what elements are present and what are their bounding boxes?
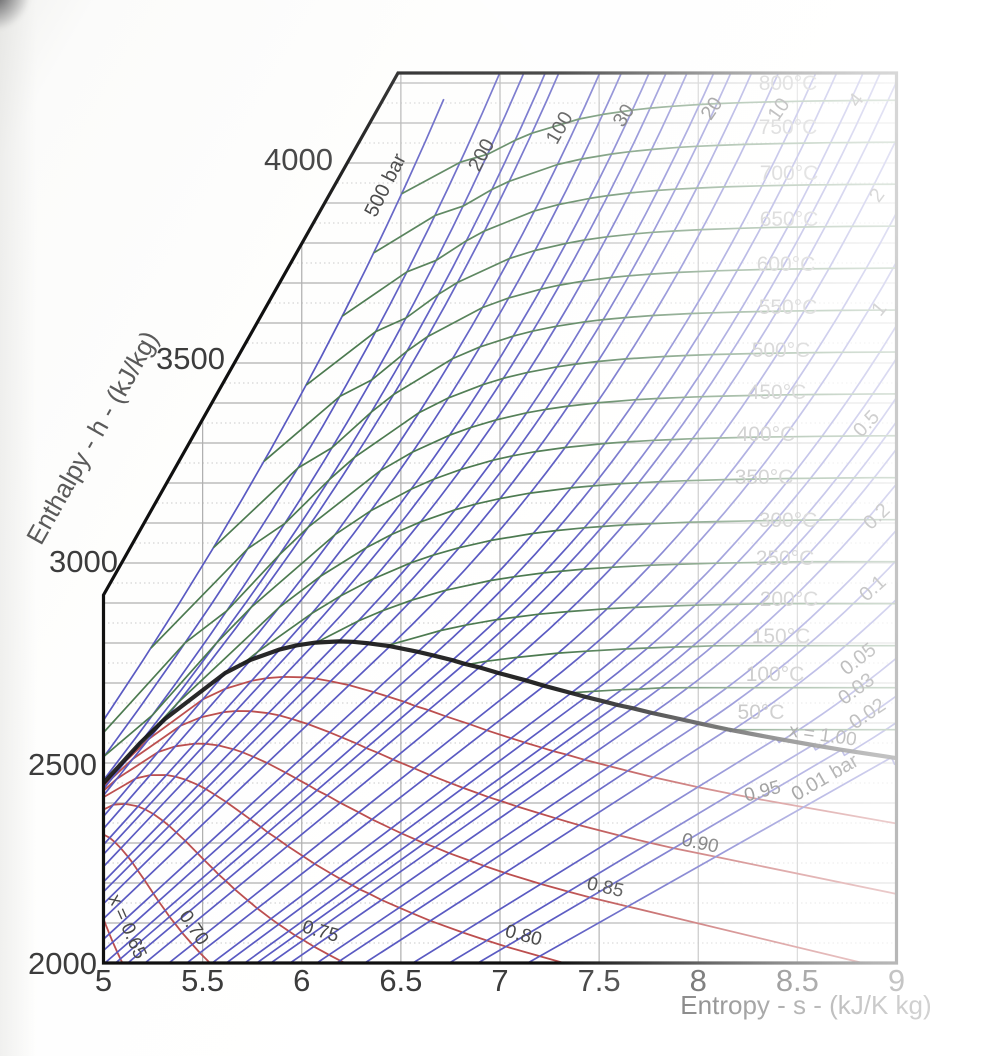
quality-label-0.80: 0.80 — [503, 921, 544, 951]
isotherm-label-500C: 500°C — [752, 339, 811, 362]
isotherm-label-400C: 400°C — [737, 423, 796, 446]
y-tick-3000: 3000 — [49, 544, 118, 579]
isotherm-label-650C: 650°C — [760, 208, 819, 231]
isobar-label-0.2: 0.2 — [859, 499, 894, 534]
x-tick-7.5: 7.5 — [578, 963, 621, 998]
x-tick-5.5: 5.5 — [181, 963, 224, 998]
isobar-label-20: 20 — [697, 93, 728, 124]
y-tick-2500: 2500 — [28, 747, 97, 782]
isobar-label-100: 100 — [542, 108, 578, 148]
isotherm-label-50C: 50°C — [738, 701, 785, 724]
isobar-label-500-bar: 500 bar — [360, 150, 411, 221]
isobar-0.3bar — [231, 425, 897, 963]
isotherm-label-300C: 300°C — [759, 509, 818, 532]
quality-label-0.90: 0.90 — [680, 830, 721, 858]
y-axis-title: Enthalpy - h - (kJ/kg) — [20, 326, 164, 550]
quality-label-x=1.00: x = 1.00 — [788, 720, 858, 750]
isobar-100bar — [103, 73, 617, 963]
isotherm-label-800C: 800°C — [759, 72, 818, 95]
isobar-label-0.1: 0.1 — [855, 571, 890, 606]
isotherm-label-350C: 350°C — [735, 466, 794, 489]
isotherm-label-550C: 550°C — [759, 296, 818, 319]
y-tick-3500: 3500 — [156, 341, 225, 376]
y-tick-2000: 2000 — [28, 946, 97, 981]
isobar-25bar — [103, 73, 758, 963]
isotherm-label-200C: 200°C — [760, 588, 819, 611]
isotherm-label-250C: 250°C — [756, 547, 815, 570]
x-tick-5: 5 — [95, 963, 112, 998]
isotherm-label-450C: 450°C — [748, 381, 807, 404]
x-axis-title: Entropy - s - (kJ/K kg) — [680, 990, 931, 1020]
isobar-0.8bar — [171, 269, 897, 963]
isotherm-label-100C: 100°C — [746, 663, 805, 686]
isotherm-label-600C: 600°C — [757, 253, 816, 276]
x-tick-6: 6 — [293, 963, 310, 998]
isotherm-label-700C: 700°C — [760, 162, 819, 185]
isotherm-label-150C: 150°C — [752, 625, 811, 648]
isotherm-650C — [305, 224, 897, 386]
isobar-label-0.01-bar: 0.01 bar — [788, 750, 863, 806]
isobar-8bar — [103, 73, 860, 963]
isotherm-100C — [570, 686, 897, 694]
isobar-label-1: 1 — [867, 298, 891, 321]
x-tick-6.5: 6.5 — [379, 963, 422, 998]
isotherm-600C — [263, 266, 897, 462]
isotherm-label-750C: 750°C — [759, 116, 818, 139]
x-tick-7: 7 — [491, 963, 508, 998]
y-tick-4000: 4000 — [264, 142, 333, 177]
isobar-200bar — [103, 73, 540, 963]
